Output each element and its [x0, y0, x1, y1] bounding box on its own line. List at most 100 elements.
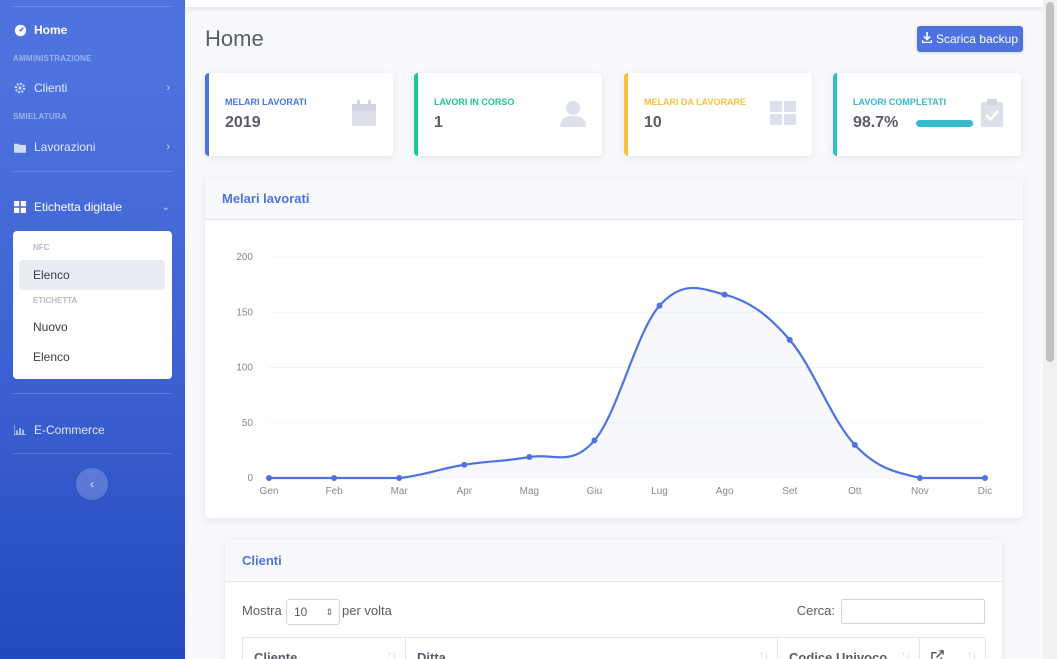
page-title: Home — [205, 26, 264, 51]
scrollbar-thumb[interactable] — [1046, 2, 1054, 362]
page-scrollbar[interactable] — [1043, 0, 1057, 659]
y-tick-label: 100 — [236, 363, 253, 374]
length-label: Mostra — [242, 603, 282, 618]
backup-label: Scarica backup — [935, 32, 1019, 46]
y-tick-label: 0 — [247, 473, 253, 484]
table-card-title: Clienti — [242, 553, 282, 568]
calendar-icon — [351, 99, 377, 127]
bar-chart-icon — [13, 423, 27, 437]
kpi-label: MELARI DA LAVORARE — [644, 97, 746, 107]
column-label: Codice Univoco — [789, 650, 888, 659]
x-tick-label: Ago — [716, 486, 734, 497]
sidebar-divider — [13, 6, 172, 7]
kpi-card-melari-da-lavorare: MELARI DA LAVORARE 10 — [624, 73, 812, 156]
external-link-icon — [931, 650, 944, 659]
kpi-value: 1 — [434, 114, 443, 131]
topbar — [185, 0, 1043, 7]
chart-card-title: Melari lavorati — [222, 191, 310, 206]
submenu-item-nuovo[interactable]: Nuovo — [33, 320, 68, 334]
x-tick-label: Dic — [978, 486, 992, 497]
x-tick-label: Lug — [651, 486, 668, 497]
x-tick-label: Mar — [391, 486, 409, 497]
y-tick-label: 150 — [236, 307, 253, 318]
sidebar-divider — [13, 393, 172, 394]
chevron-right-icon: › — [166, 141, 170, 153]
length-suffix: per volta — [342, 603, 392, 618]
sidebar-item-etichetta-digitale[interactable]: Etichetta digitale ⌄ — [13, 196, 172, 218]
x-tick-label: Giu — [587, 486, 603, 497]
data-point — [461, 461, 468, 468]
sidebar-heading-smielatura: SMIELATURA — [13, 112, 67, 121]
column-header-actions[interactable]: ↑↓ — [920, 638, 985, 659]
submenu-etichetta: NFC Elenco ETICHETTA Nuovo Elenco — [13, 231, 172, 379]
column-label: Ditta — [417, 650, 446, 659]
chevron-down-icon: ⌄ — [161, 201, 170, 213]
y-tick-label: 200 — [236, 252, 253, 263]
x-tick-label: Ott — [848, 486, 862, 497]
sort-icon: ↑↓ — [759, 650, 769, 659]
sidebar-divider — [13, 453, 172, 454]
page-length-select[interactable]: 10 ⇕ — [286, 599, 340, 625]
data-point — [331, 475, 338, 481]
line-chart: 0 50 100 150 200 Gen Feb Mar Apr Mag Giu Lug Ago Set O… — [236, 252, 992, 497]
data-point — [656, 302, 663, 309]
gear-icon — [13, 81, 27, 95]
sort-icon: ↑↓ — [387, 650, 397, 659]
chart-card-header: Melari lavorati — [205, 178, 1023, 220]
data-point — [721, 291, 728, 298]
sidebar-item-label: Home — [34, 23, 68, 37]
folder-icon — [13, 140, 27, 154]
search-label: Cerca: — [796, 603, 835, 618]
kpi-card-lavori-completati: LAVORI COMPLETATI 98.7% — [833, 73, 1021, 156]
th-large-icon — [13, 200, 27, 214]
sidebar-heading-admin: AMMINISTRAZIONE — [13, 54, 92, 63]
sidebar-item-label: Etichetta digitale — [34, 200, 123, 214]
sidebar: Home AMMINISTRAZIONE Clienti › SMIELATUR… — [0, 0, 185, 659]
data-point — [786, 336, 793, 343]
sidebar-item-home[interactable]: Home — [13, 19, 172, 41]
select-arrows-icon: ⇕ — [325, 607, 333, 617]
series-area — [269, 287, 985, 478]
dashboard-icon — [13, 23, 27, 37]
sidebar-divider — [13, 171, 172, 172]
sidebar-item-label: Lavorazioni — [34, 140, 96, 154]
submenu-item-nfc-elenco[interactable]: Elenco — [19, 260, 165, 290]
column-label: Cliente — [254, 650, 298, 659]
sidebar-item-ecommerce[interactable]: E-Commerce — [13, 419, 172, 441]
data-point — [526, 454, 533, 461]
sidebar-item-lavorazioni[interactable]: Lavorazioni › — [13, 136, 172, 158]
kpi-card-melari-lavorati: MELARI LAVORATI 2019 — [205, 73, 393, 156]
download-icon — [921, 32, 933, 46]
clienti-table-card: Clienti Mostra 10 ⇕ per volta Cerca: Cli… — [225, 540, 1002, 659]
data-point — [916, 475, 923, 481]
sort-icon: ↑↓ — [967, 650, 977, 659]
column-header-ditta[interactable]: Ditta ↑↓ — [406, 638, 778, 659]
data-point — [591, 437, 598, 444]
x-tick-label: Feb — [325, 486, 343, 497]
sort-icon: ↑↓ — [901, 650, 911, 659]
data-point — [982, 475, 988, 481]
chevron-left-icon: ‹ — [90, 477, 94, 491]
submenu-item-etichetta-elenco[interactable]: Elenco — [33, 350, 70, 364]
sidebar-toggle-button[interactable]: ‹ — [76, 468, 108, 500]
user-icon — [560, 99, 586, 127]
kpi-value: 2019 — [225, 114, 261, 131]
data-point — [851, 441, 858, 448]
submenu-heading-nfc: NFC — [33, 243, 50, 252]
column-header-cliente[interactable]: Cliente ↑↓ — [243, 638, 406, 659]
download-backup-button[interactable]: Scarica backup — [917, 26, 1023, 52]
chart-card: Melari lavorati 0 50 100 150 200 Gen Feb Mar Apr… — [205, 178, 1023, 518]
chevron-right-icon: › — [166, 82, 170, 94]
kpi-value: 98.7% — [853, 114, 899, 131]
grid-icon — [770, 99, 796, 127]
kpi-value: 10 — [644, 114, 662, 131]
kpi-label: LAVORI IN CORSO — [434, 97, 515, 107]
progress-bar — [916, 120, 974, 127]
x-tick-label: Mag — [520, 486, 539, 497]
x-tick-label: Gen — [260, 486, 279, 497]
search-input[interactable] — [841, 599, 985, 624]
page-length-value: 10 — [294, 605, 308, 619]
sidebar-item-clienti[interactable]: Clienti › — [13, 77, 172, 99]
column-header-codice-univoco[interactable]: Codice Univoco ↑↓ — [778, 638, 920, 659]
y-tick-label: 50 — [242, 418, 254, 429]
